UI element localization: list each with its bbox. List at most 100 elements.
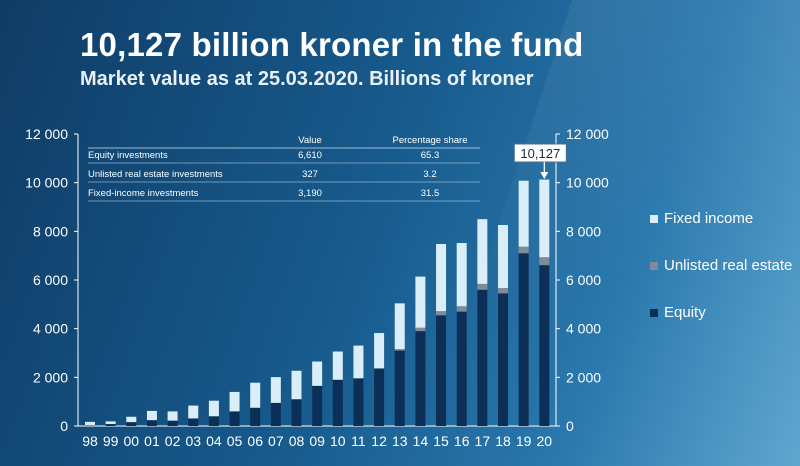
bar-equity [312, 385, 323, 426]
bar-unlisted-real-estate [518, 246, 529, 254]
bar-equity [332, 379, 343, 426]
bar-unlisted-real-estate [374, 368, 385, 369]
table-cell-label: Fixed-income investments [88, 188, 199, 199]
table-header-value: Value [298, 135, 322, 146]
x-tick-label: 01 [144, 433, 160, 449]
bar-equity [105, 424, 116, 426]
x-tick-label: 14 [413, 433, 429, 449]
bar-equity [291, 399, 302, 426]
x-tick-label: 04 [206, 433, 222, 449]
x-tick-label: 05 [227, 433, 243, 449]
bar-equity [188, 418, 199, 426]
bar-unlisted-real-estate [394, 349, 405, 351]
bar-equity [353, 378, 364, 426]
x-tick-label: 20 [537, 433, 553, 449]
x-tick-label: 13 [392, 433, 408, 449]
callout-box [513, 143, 567, 163]
y-tick-label-right: 4 000 [566, 321, 601, 337]
bar-equity [250, 407, 261, 426]
legend-label-fixed-income: Fixed income [664, 210, 754, 227]
bar-fixed-income [539, 179, 550, 258]
legend-swatch-real-estate [650, 261, 658, 270]
bar-fixed-income [291, 370, 302, 400]
page-title: 10,127 billion kroner in the fund [80, 26, 584, 63]
y-tick-label-left: 12 000 [25, 126, 68, 142]
table-cell-label: Unlisted real estate investments [88, 169, 223, 180]
bar-equity [167, 420, 178, 426]
bar-equity [539, 265, 550, 426]
bar-unlisted-real-estate [436, 311, 447, 316]
x-tick-label: 15 [433, 433, 449, 449]
bar-fixed-income [498, 225, 508, 289]
bar-equity [229, 411, 240, 426]
y-tick-label-left: 6 000 [33, 272, 68, 288]
table-cell-value: 3,190 [298, 188, 322, 199]
bar-unlisted-real-estate [477, 283, 488, 290]
bar-unlisted-real-estate [498, 288, 508, 294]
bar-equity [270, 402, 281, 426]
x-tick-label: 07 [268, 433, 284, 449]
y-tick-label-right: 2 000 [566, 369, 601, 385]
bar-equity [518, 253, 529, 426]
bar-fixed-income [374, 333, 385, 369]
y-tick-label-left: 10 000 [25, 175, 68, 191]
bar-equity [208, 416, 219, 426]
table-cell-value: 6,610 [298, 150, 322, 161]
table-cell-share: 65.3 [421, 150, 440, 161]
table-cell-share: 3.2 [423, 169, 436, 180]
bar-unlisted-real-estate [415, 327, 426, 332]
bar-fixed-income [332, 351, 343, 380]
bar-fixed-income [126, 416, 137, 423]
x-tick-label: 06 [247, 433, 263, 449]
chart-legend: Fixed income Unlisted real estate Equity [650, 210, 800, 351]
y-tick-label-left: 8 000 [33, 223, 68, 239]
bar-equity [456, 311, 467, 426]
x-tick-label: 03 [185, 433, 201, 449]
x-tick-label: 98 [82, 433, 98, 449]
bar-equity [498, 293, 508, 426]
callout-label: 10,127 [520, 146, 560, 161]
legend-item-real-estate: Unlisted real estate [650, 257, 800, 274]
x-tick-label: 16 [454, 433, 470, 449]
legend-label-real-estate: Unlisted real estate [664, 257, 793, 274]
bar-equity [374, 368, 385, 426]
legend-item-fixed-income: Fixed income [650, 210, 800, 227]
y-tick-label-left: 0 [60, 418, 68, 434]
x-tick-label: 17 [475, 433, 491, 449]
bar-fixed-income [208, 400, 219, 417]
x-tick-label: 02 [165, 433, 181, 449]
x-tick-label: 19 [516, 433, 532, 449]
bar-fixed-income [188, 405, 199, 419]
bar-equity [415, 331, 426, 426]
bar-unlisted-real-estate [456, 306, 467, 312]
x-tick-label: 09 [309, 433, 325, 449]
bar-fixed-income [250, 382, 261, 408]
bar-fixed-income [105, 421, 116, 425]
legend-label-equity: Equity [664, 304, 706, 321]
bar-equity [146, 420, 157, 426]
y-tick-label-left: 4 000 [33, 321, 68, 337]
bar-fixed-income [167, 411, 178, 421]
y-tick-label-left: 2 000 [33, 369, 68, 385]
bar-equity [436, 315, 447, 426]
y-tick-label-right: 10 000 [566, 175, 609, 191]
bar-fixed-income [85, 421, 95, 426]
y-tick-label-right: 12 000 [566, 126, 609, 142]
table-cell-label: Equity investments [88, 150, 168, 161]
bar-fixed-income [229, 391, 240, 412]
bar-equity [394, 350, 405, 426]
bar-fixed-income [270, 377, 281, 403]
legend-swatch-equity [650, 308, 658, 317]
x-tick-label: 18 [495, 433, 511, 449]
x-tick-label: 00 [124, 433, 140, 449]
bar-fixed-income [436, 243, 447, 312]
legend-item-equity: Equity [650, 304, 800, 321]
table-cell-value: 327 [302, 169, 318, 180]
callout-arrow-head [540, 172, 549, 179]
x-tick-label: 10 [330, 433, 346, 449]
legend-swatch-fixed-income [650, 214, 658, 223]
bar-fixed-income [477, 219, 488, 284]
bar-equity [126, 422, 137, 426]
bar-unlisted-real-estate [539, 257, 550, 266]
